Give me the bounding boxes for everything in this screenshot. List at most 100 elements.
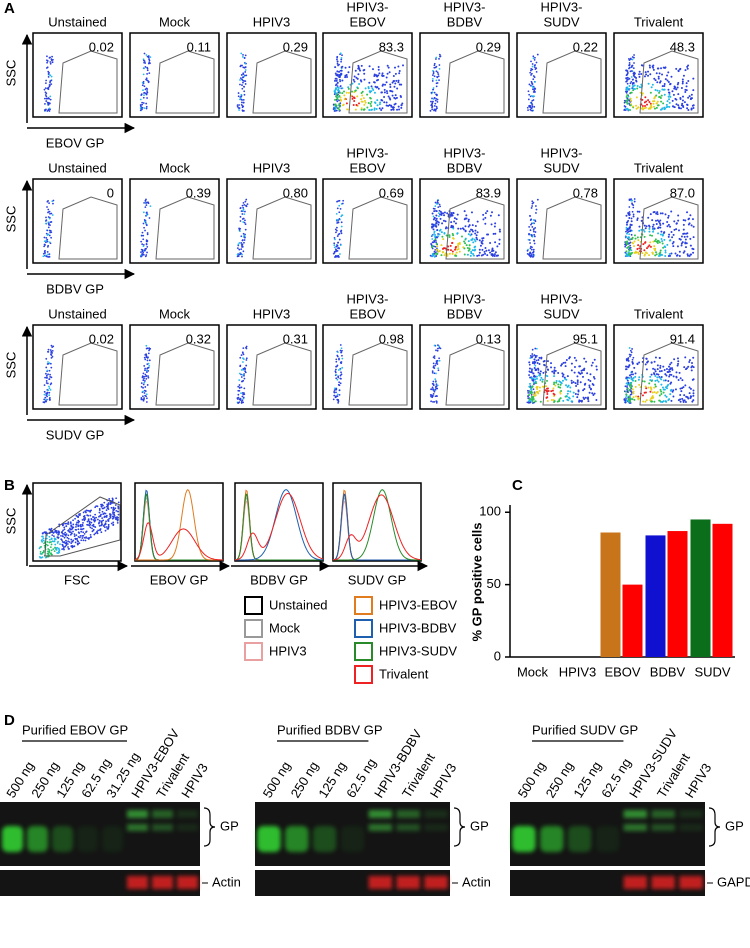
- cell-dot: [142, 96, 145, 99]
- cell-dot: [674, 252, 677, 255]
- cell-dot: [684, 356, 687, 359]
- cell-dot: [446, 253, 449, 256]
- cell-dot: [238, 253, 241, 256]
- cell-dot: [645, 225, 648, 228]
- cell-dot: [243, 213, 246, 216]
- cell-dot: [433, 64, 436, 67]
- cell-dot: [396, 108, 399, 111]
- cell-dot: [47, 233, 50, 236]
- cell-dot: [240, 376, 243, 378]
- cell-dot: [241, 352, 244, 354]
- cell-dot: [656, 391, 659, 394]
- cell-dot: [625, 226, 628, 229]
- cell-dot: [333, 251, 336, 254]
- cell-dot: [240, 52, 243, 55]
- panel-letter: B: [4, 477, 15, 494]
- cell-dot: [45, 382, 48, 384]
- cell-dot: [339, 52, 342, 55]
- cell-dot: [366, 93, 369, 96]
- cell-dot: [534, 369, 537, 372]
- cell-dot: [546, 387, 549, 390]
- cell-dot: [561, 375, 564, 378]
- cell-dot: [628, 84, 631, 87]
- cell-dot: [385, 104, 388, 107]
- cell-dot: [657, 220, 660, 223]
- cell-dot: [335, 387, 338, 390]
- cell-dot: [440, 254, 443, 257]
- cell-dot: [659, 249, 662, 252]
- cell-dot: [654, 219, 657, 222]
- cell-dot: [679, 238, 682, 241]
- cell-dot: [568, 356, 571, 359]
- cell-dot: [443, 211, 446, 214]
- cell-dot: [237, 107, 240, 109]
- cell-dot: [530, 60, 532, 63]
- cell-dot: [464, 225, 467, 228]
- cell-dot: [41, 556, 44, 559]
- cell-dot: [577, 393, 580, 396]
- cell-dot: [339, 253, 341, 255]
- cell-dot: [531, 83, 534, 85]
- cell-dot: [148, 364, 151, 367]
- cell-dot: [401, 64, 404, 67]
- cell-dot: [241, 99, 243, 101]
- cell-dot: [626, 385, 628, 387]
- cell-dot: [641, 92, 644, 95]
- gate: [542, 196, 602, 260]
- cell-dot: [628, 213, 631, 216]
- cell-dot: [672, 375, 675, 378]
- cell-dot: [644, 391, 647, 394]
- cell-dot: [143, 389, 146, 392]
- cell-dot: [529, 229, 532, 232]
- plot-title: Unstained: [48, 306, 107, 321]
- cell-dot: [48, 391, 51, 394]
- cell-dot: [670, 75, 673, 78]
- cell-dot: [533, 354, 536, 356]
- cell-dot: [554, 369, 557, 372]
- cell-dot: [399, 95, 402, 98]
- cell-dot: [39, 550, 42, 553]
- cell-dot: [338, 204, 341, 207]
- cell-dot: [43, 243, 46, 246]
- cell-dot: [471, 249, 474, 252]
- cell-dot: [381, 72, 384, 75]
- cell-dot: [337, 401, 340, 404]
- cell-dot: [626, 379, 629, 382]
- cell-dot: [494, 232, 497, 235]
- cell-dot: [333, 242, 336, 245]
- cell-dot: [450, 226, 453, 229]
- cell-dot: [52, 58, 54, 61]
- cell-dot: [692, 389, 695, 392]
- cell-dot: [141, 84, 144, 87]
- cell-dot: [530, 234, 533, 237]
- cell-dot: [489, 251, 492, 254]
- plot-title: BDBV: [447, 160, 483, 175]
- cell-dot: [145, 344, 148, 347]
- cell-dot: [335, 391, 337, 394]
- cell-dot: [101, 517, 104, 520]
- cell-dot: [530, 400, 532, 402]
- cell-dot: [536, 362, 539, 365]
- cell-dot: [50, 231, 53, 234]
- cell-dot: [559, 397, 562, 400]
- cell-dot: [440, 212, 443, 215]
- gate: [348, 342, 408, 406]
- cell-dot: [145, 369, 148, 372]
- plot-frame: [322, 32, 413, 118]
- cell-dot: [240, 64, 242, 67]
- gate-percent: 0.29: [476, 39, 501, 54]
- cell-dot: [534, 347, 537, 350]
- cell-dot: [533, 76, 536, 79]
- legend-label: HPIV3-EBOV: [379, 597, 457, 612]
- y-tick-label: 100: [479, 504, 501, 519]
- cell-dot: [657, 232, 660, 235]
- cell-dot: [142, 222, 145, 225]
- cell-dot: [434, 252, 437, 255]
- cell-dot: [336, 378, 339, 381]
- cell-dot: [529, 247, 532, 250]
- cell-dot: [631, 373, 634, 376]
- cell-dot: [144, 206, 147, 209]
- cell-dot: [241, 392, 244, 394]
- cell-dot: [145, 87, 148, 90]
- cell-dot: [351, 82, 354, 85]
